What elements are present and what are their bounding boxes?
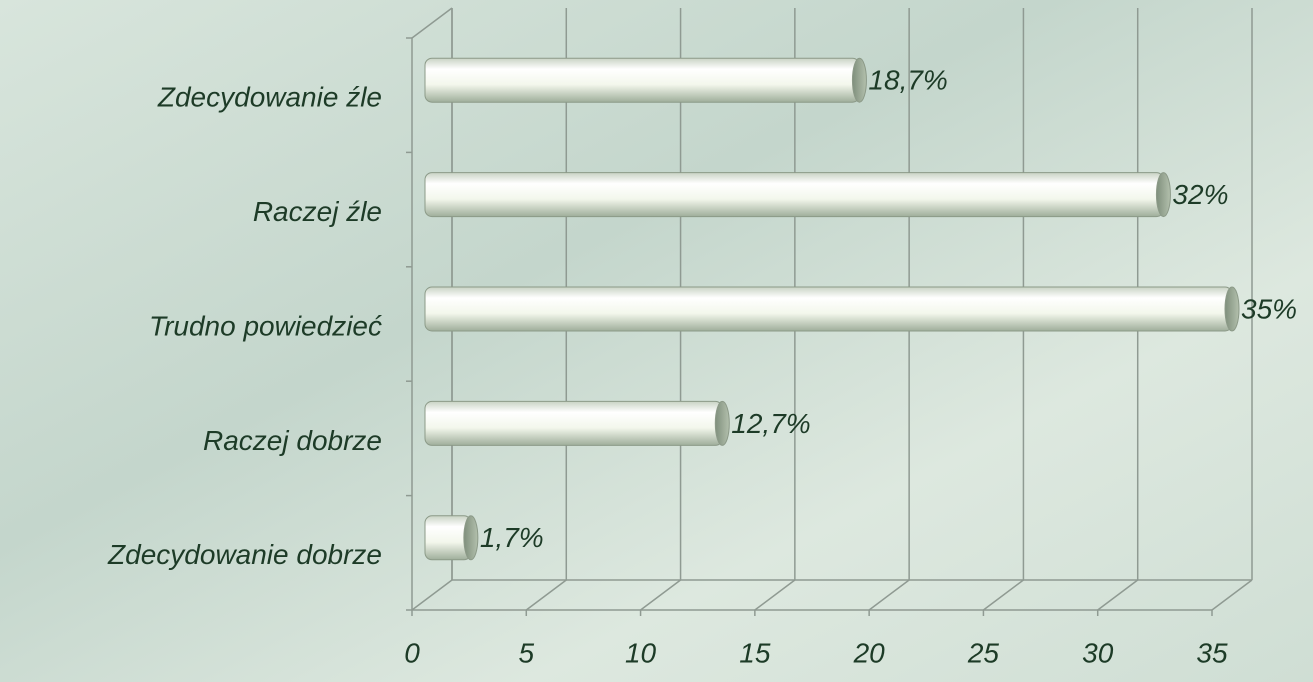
- value-label: 18,7%: [868, 65, 947, 96]
- floor-line: [982, 579, 1024, 611]
- value-label: 32%: [1172, 179, 1228, 210]
- floor-line: [1211, 579, 1253, 611]
- floor-line: [754, 579, 796, 611]
- bar-cap: [463, 515, 479, 561]
- category-label: Raczej dobrze: [203, 425, 382, 456]
- bar: [424, 400, 723, 446]
- bar: [424, 286, 1233, 332]
- floor-line: [525, 579, 567, 611]
- category-label: Zdecydowanie dobrze: [107, 539, 382, 570]
- floor-line: [868, 579, 910, 611]
- value-label: 1,7%: [480, 522, 544, 553]
- bar-cap: [851, 57, 867, 103]
- x-tick-label: 10: [625, 637, 657, 668]
- left-wall: [411, 7, 453, 39]
- x-tick-label: 35: [1196, 637, 1228, 668]
- category-label: Raczej źle: [253, 196, 382, 227]
- bar: [424, 172, 1164, 218]
- x-tick-label: 25: [967, 637, 1000, 668]
- bar-cap: [1224, 286, 1240, 332]
- floor-line: [411, 579, 453, 611]
- bar-cap: [714, 400, 730, 446]
- floor-line: [1097, 579, 1139, 611]
- x-tick-label: 0: [404, 637, 420, 668]
- category-label: Zdecydowanie źle: [157, 82, 382, 113]
- value-label: 35%: [1241, 293, 1297, 324]
- bar: [424, 57, 860, 103]
- x-tick-label: 5: [518, 637, 534, 668]
- x-tick-label: 30: [1082, 637, 1114, 668]
- value-label: 12,7%: [731, 408, 810, 439]
- bar-cap: [1155, 172, 1171, 218]
- floor-line: [640, 579, 682, 611]
- x-tick-label: 20: [853, 637, 886, 668]
- category-label: Trudno powiedzieć: [149, 310, 382, 341]
- x-tick-label: 15: [739, 637, 771, 668]
